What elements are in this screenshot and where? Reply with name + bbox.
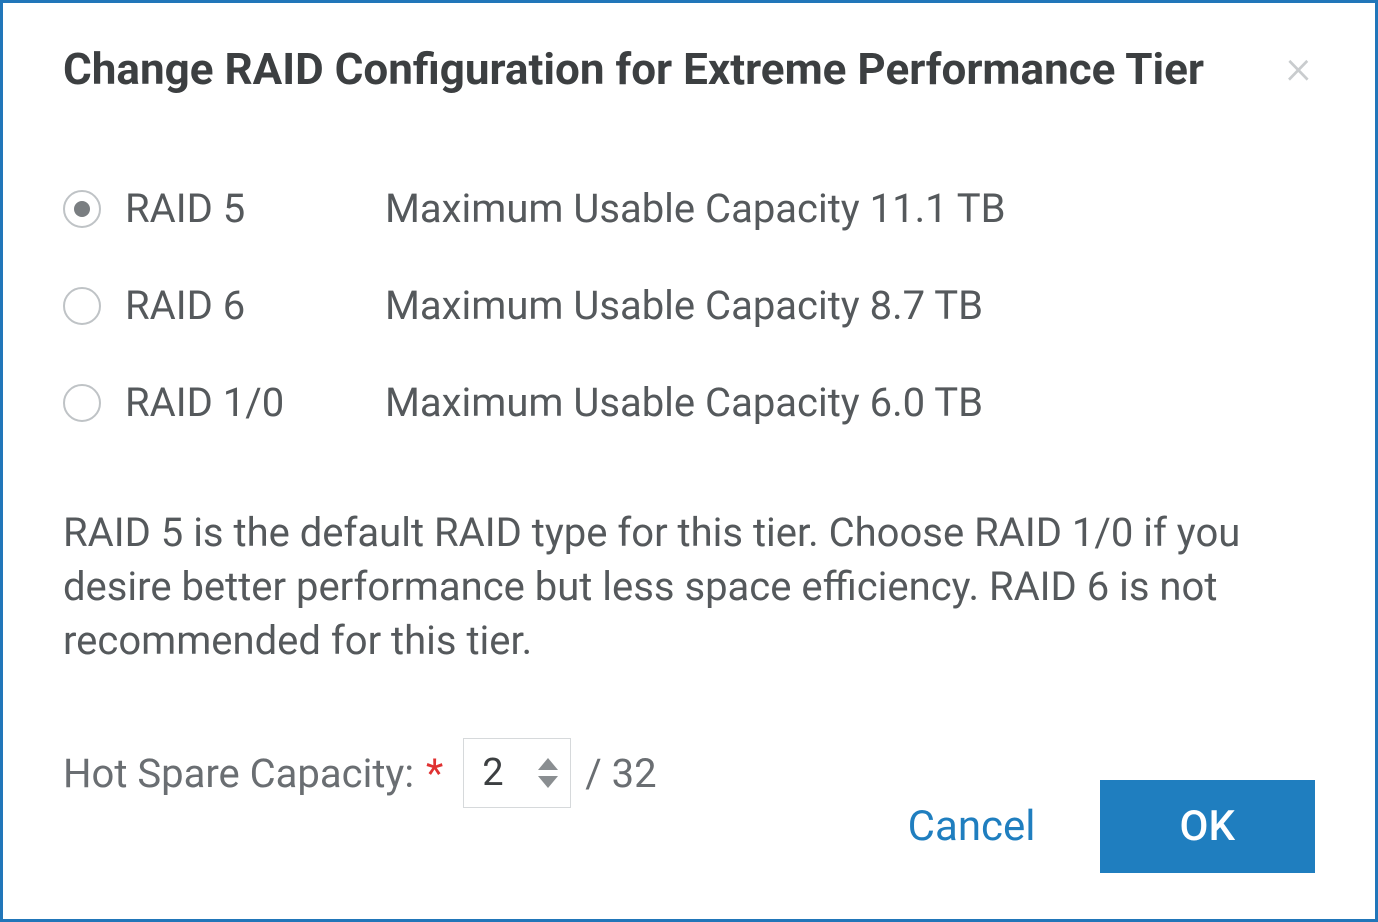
chevron-down-icon[interactable] bbox=[538, 776, 558, 788]
raid-option-capacity: Maximum Usable Capacity 6.0 TB bbox=[385, 379, 983, 426]
hot-spare-label: Hot Spare Capacity: bbox=[63, 750, 414, 797]
ok-button[interactable]: OK bbox=[1100, 780, 1315, 873]
radio-icon[interactable] bbox=[63, 190, 101, 228]
raid-option-raid6[interactable]: RAID 6 Maximum Usable Capacity 8.7 TB bbox=[63, 282, 1315, 329]
cancel-button[interactable]: Cancel bbox=[908, 802, 1036, 851]
raid-option-raid5[interactable]: RAID 5 Maximum Usable Capacity 11.1 TB bbox=[63, 185, 1315, 232]
raid-config-dialog: Change RAID Configuration for Extreme Pe… bbox=[0, 0, 1378, 922]
dialog-footer: Cancel OK bbox=[908, 780, 1315, 873]
hot-spare-value[interactable]: 2 bbox=[482, 751, 534, 795]
dialog-header: Change RAID Configuration for Extreme Pe… bbox=[63, 43, 1315, 95]
raid-option-label: RAID 6 bbox=[125, 282, 385, 329]
close-icon[interactable]: × bbox=[1282, 43, 1315, 91]
radio-icon[interactable] bbox=[63, 384, 101, 422]
raid-option-label: RAID 5 bbox=[125, 185, 385, 232]
raid-option-label: RAID 1/0 bbox=[125, 379, 385, 426]
raid-option-capacity: Maximum Usable Capacity 11.1 TB bbox=[385, 185, 1006, 232]
required-marker: * bbox=[426, 750, 443, 797]
dialog-title: Change RAID Configuration for Extreme Pe… bbox=[63, 43, 1204, 95]
spinner-arrows bbox=[538, 758, 558, 788]
raid-option-capacity: Maximum Usable Capacity 8.7 TB bbox=[385, 282, 983, 329]
hot-spare-total: / 32 bbox=[585, 750, 656, 797]
chevron-up-icon[interactable] bbox=[538, 758, 558, 770]
raid-description-text: RAID 5 is the default RAID type for this… bbox=[63, 506, 1315, 668]
raid-option-raid10[interactable]: RAID 1/0 Maximum Usable Capacity 6.0 TB bbox=[63, 379, 1315, 426]
radio-icon[interactable] bbox=[63, 287, 101, 325]
hot-spare-spinner[interactable]: 2 bbox=[463, 738, 571, 808]
raid-options-group: RAID 5 Maximum Usable Capacity 11.1 TB R… bbox=[63, 185, 1315, 426]
